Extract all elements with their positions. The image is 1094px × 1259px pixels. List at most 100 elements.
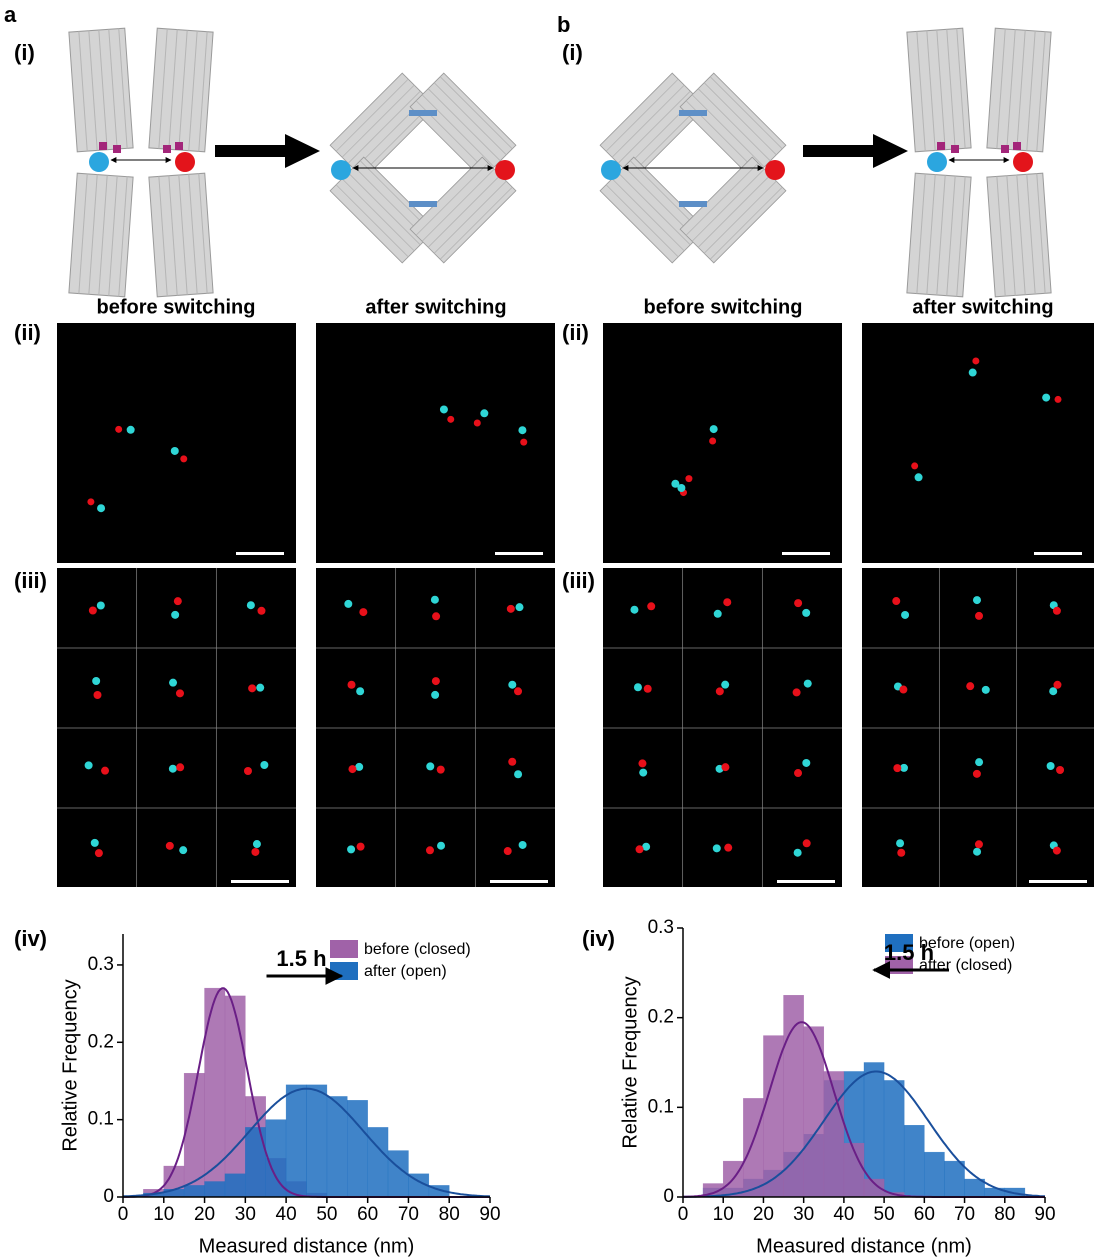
panel-label: (iii) bbox=[562, 568, 595, 593]
dot bbox=[480, 409, 488, 417]
dot bbox=[508, 758, 516, 766]
dot bbox=[1047, 762, 1055, 770]
dot bbox=[794, 599, 802, 607]
figure: a (i) b (i) before switching after switc… bbox=[0, 0, 1094, 1259]
x-tick-label: 90 bbox=[479, 1204, 500, 1225]
dot bbox=[724, 844, 732, 852]
legend-swatch bbox=[330, 940, 358, 958]
scale-bar bbox=[231, 880, 289, 883]
dot bbox=[1053, 681, 1061, 689]
x-tick-label: 20 bbox=[194, 1204, 215, 1225]
dot bbox=[802, 759, 810, 767]
dot bbox=[975, 612, 983, 620]
dot bbox=[348, 765, 356, 773]
y-tick-label: 0.1 bbox=[648, 1096, 674, 1117]
dot bbox=[171, 447, 179, 455]
dot bbox=[716, 687, 724, 695]
x-tick-label: 20 bbox=[753, 1204, 774, 1225]
dot bbox=[115, 426, 122, 433]
column-title: before switching bbox=[644, 296, 803, 318]
dot bbox=[474, 420, 481, 427]
dot bbox=[89, 607, 97, 615]
panel-label: (iv) bbox=[582, 926, 615, 951]
panel-label: (iv) bbox=[14, 926, 47, 951]
bar bbox=[307, 1085, 327, 1197]
panel-label: (i) bbox=[14, 40, 35, 65]
dot bbox=[440, 405, 448, 413]
dot bbox=[180, 455, 187, 462]
dot bbox=[93, 691, 101, 699]
dot bbox=[504, 847, 512, 855]
y-tick-label: 0 bbox=[103, 1186, 114, 1207]
dot bbox=[359, 608, 367, 616]
panel-label: (iii) bbox=[14, 568, 47, 593]
x-tick-label: 10 bbox=[713, 1204, 734, 1225]
dot bbox=[344, 600, 352, 608]
scale-bar bbox=[1034, 552, 1082, 555]
scale-bar bbox=[1029, 880, 1087, 883]
dot bbox=[431, 691, 439, 699]
dot bbox=[973, 770, 981, 778]
x-tick-label: 60 bbox=[914, 1204, 935, 1225]
dot bbox=[431, 596, 439, 604]
column-title: before switching bbox=[97, 296, 256, 318]
dot bbox=[630, 606, 638, 614]
y-tick-label: 0.2 bbox=[88, 1031, 114, 1052]
bar bbox=[924, 1152, 944, 1197]
bar bbox=[205, 1182, 225, 1197]
dot bbox=[179, 846, 187, 854]
dot bbox=[975, 758, 983, 766]
dot bbox=[437, 842, 445, 850]
image bbox=[603, 323, 842, 563]
dot bbox=[803, 839, 811, 847]
dot bbox=[247, 601, 255, 609]
dot bbox=[975, 840, 983, 848]
image bbox=[316, 323, 555, 563]
dot bbox=[514, 770, 522, 778]
dot bbox=[893, 764, 901, 772]
y-axis-label: Relative Frequency bbox=[59, 979, 81, 1151]
x-axis-label: Measured distance (nm) bbox=[756, 1235, 972, 1257]
scale-bar bbox=[782, 552, 830, 555]
panel-label: (i) bbox=[562, 40, 583, 65]
x-tick-label: 0 bbox=[118, 1204, 129, 1225]
dot bbox=[973, 596, 981, 604]
scale-bar bbox=[236, 552, 284, 555]
dot bbox=[972, 357, 979, 364]
dot bbox=[244, 767, 252, 775]
x-tick-label: 40 bbox=[276, 1204, 297, 1225]
bar bbox=[225, 996, 245, 1197]
bar bbox=[205, 988, 225, 1197]
charts: 010203040506070809000.10.20.3Measured di… bbox=[59, 917, 1055, 1257]
dot bbox=[251, 848, 259, 856]
x-tick-label: 10 bbox=[153, 1204, 174, 1225]
dot bbox=[644, 685, 652, 693]
dot bbox=[127, 426, 135, 434]
bar bbox=[327, 1096, 347, 1197]
bar bbox=[184, 1185, 204, 1197]
dot bbox=[794, 769, 802, 777]
scale-bar bbox=[777, 880, 835, 883]
dot bbox=[685, 475, 692, 482]
x-tick-label: 70 bbox=[398, 1204, 419, 1225]
schematic bbox=[69, 28, 1051, 297]
dot bbox=[92, 677, 100, 685]
bar bbox=[368, 1127, 388, 1197]
dot bbox=[507, 605, 515, 613]
dot bbox=[721, 763, 729, 771]
dot bbox=[636, 845, 644, 853]
x-tick-label: 60 bbox=[357, 1204, 378, 1225]
image bbox=[57, 323, 296, 563]
dot bbox=[432, 612, 440, 620]
dot bbox=[171, 611, 179, 619]
dot bbox=[901, 611, 909, 619]
panel-label: (ii) bbox=[14, 320, 41, 345]
dot bbox=[91, 839, 99, 847]
bar bbox=[743, 1098, 763, 1197]
dot bbox=[802, 609, 810, 617]
dot bbox=[169, 679, 177, 687]
dot bbox=[973, 848, 981, 856]
bar bbox=[884, 1080, 904, 1197]
legend-label: before (closed) bbox=[364, 941, 471, 958]
dot bbox=[426, 846, 434, 854]
